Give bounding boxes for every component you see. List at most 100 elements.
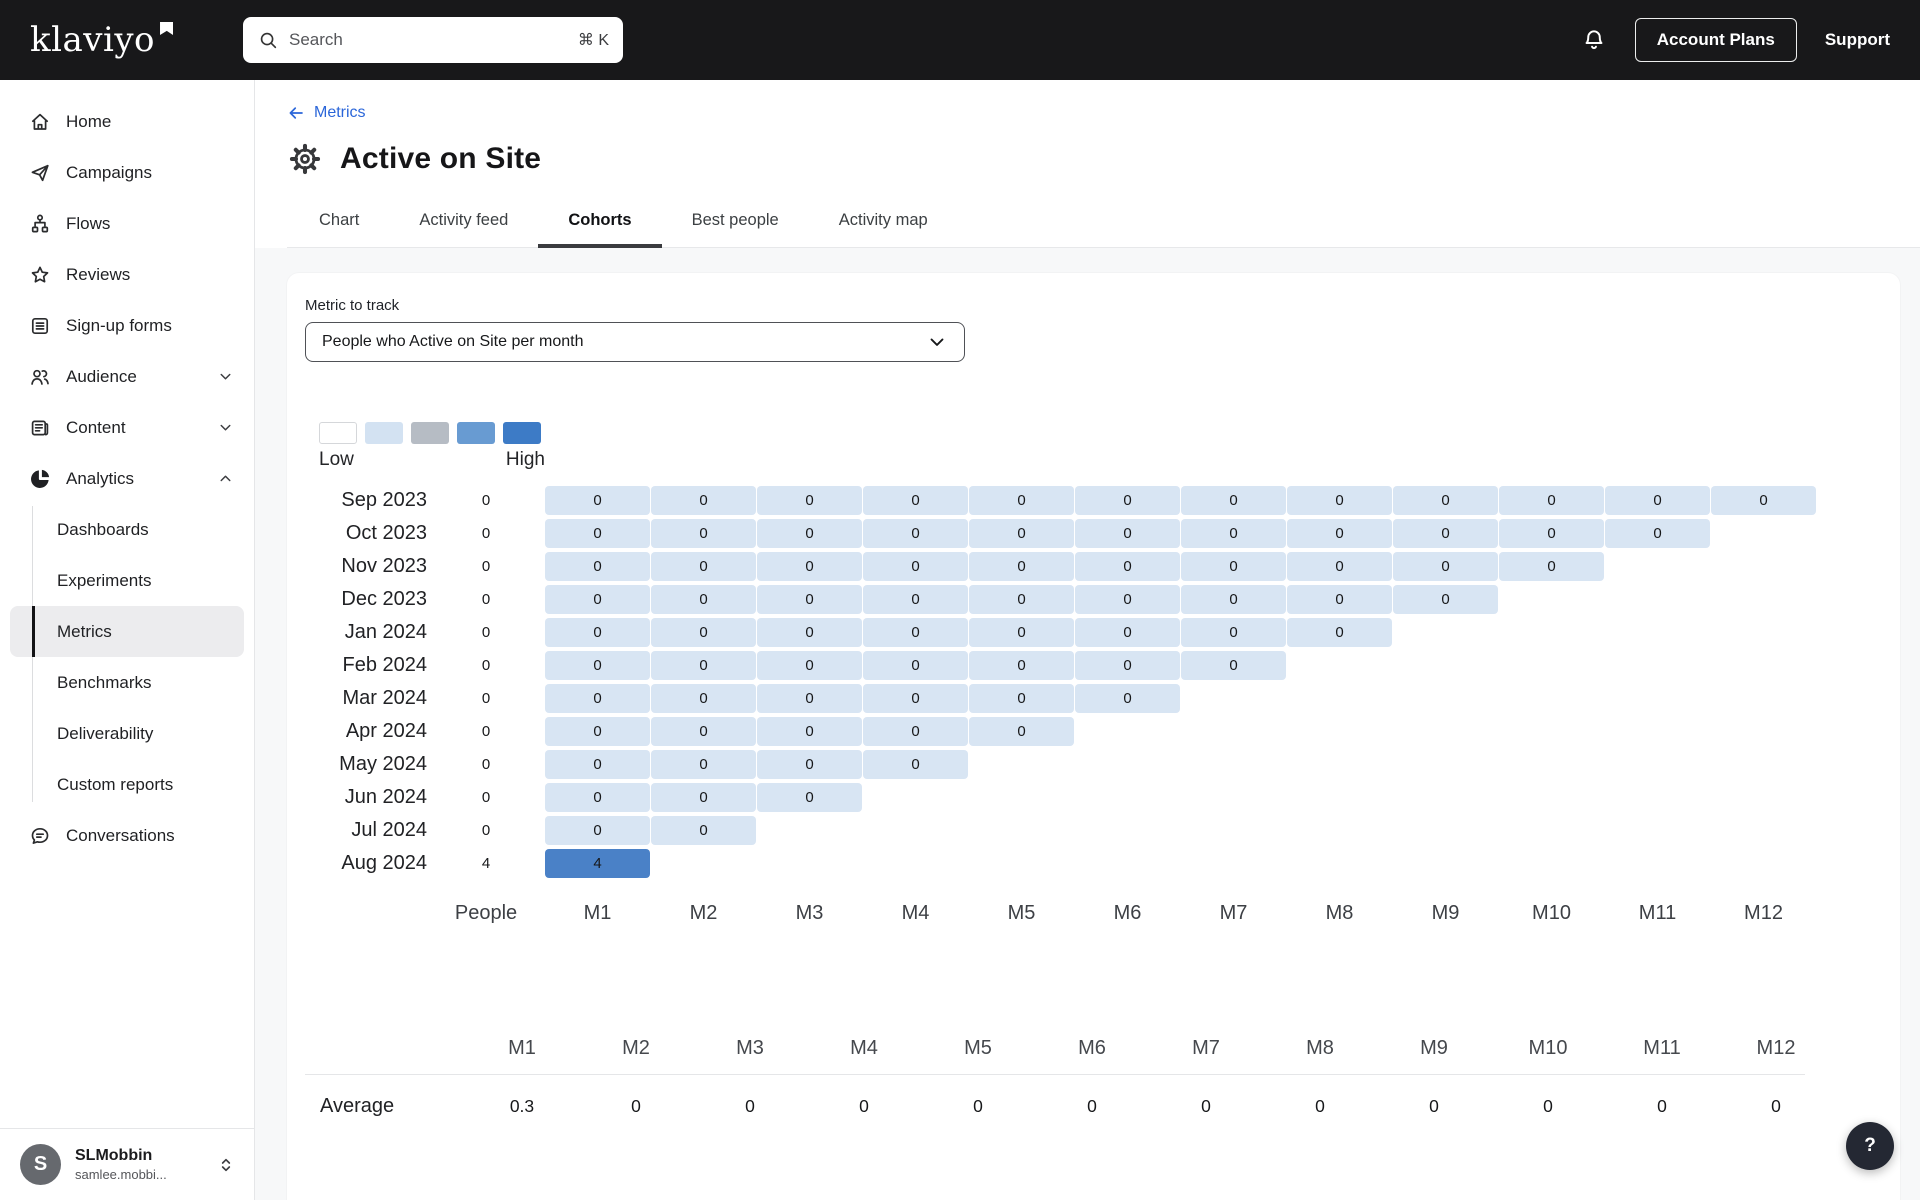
cohort-cell[interactable]: 0: [545, 717, 650, 746]
cohort-cell[interactable]: 0: [969, 717, 1074, 746]
metric-select[interactable]: People who Active on Site per month: [305, 322, 965, 362]
notifications-bell-icon[interactable]: [1581, 27, 1607, 53]
cohort-cell[interactable]: 0: [1181, 519, 1286, 548]
cohort-cell[interactable]: 0: [1393, 519, 1498, 548]
help-button[interactable]: ?: [1846, 1122, 1894, 1170]
support-link[interactable]: Support: [1824, 30, 1890, 49]
cohort-cell[interactable]: 0: [1181, 552, 1286, 581]
cohort-cell[interactable]: 0: [651, 783, 756, 812]
cohort-cell[interactable]: 0: [651, 651, 756, 680]
cohort-cell[interactable]: 0: [545, 552, 650, 581]
cohort-cell[interactable]: 0: [1075, 651, 1180, 680]
cohort-cell[interactable]: 0: [651, 717, 756, 746]
cohort-cell[interactable]: 0: [1499, 519, 1604, 548]
cohort-cell[interactable]: 0: [1075, 585, 1180, 614]
cohort-cell[interactable]: 0: [1181, 486, 1286, 515]
cohort-cell[interactable]: 0: [651, 519, 756, 548]
tab-chart[interactable]: Chart: [319, 211, 360, 229]
tab-activity-map[interactable]: Activity map: [838, 211, 928, 229]
sidebar-item-flows[interactable]: Flows: [0, 198, 254, 249]
sidebar-subitem-dashboards[interactable]: Dashboards: [57, 519, 149, 539]
cohort-cell[interactable]: 0: [1181, 651, 1286, 680]
cohort-cell[interactable]: 0: [757, 750, 862, 779]
cohort-cell[interactable]: 0: [1181, 618, 1286, 647]
cohort-cell[interactable]: 0: [651, 618, 756, 647]
cohort-cell[interactable]: 0: [651, 585, 756, 614]
cohort-cell[interactable]: 0: [1075, 519, 1180, 548]
cohort-cell[interactable]: 0: [863, 618, 968, 647]
cohort-cell[interactable]: 4: [545, 849, 650, 878]
cohort-cell[interactable]: 0: [1287, 519, 1392, 548]
breadcrumb[interactable]: Metrics: [287, 104, 366, 122]
cohort-cell[interactable]: 0: [1075, 684, 1180, 713]
cohort-cell[interactable]: 0: [545, 519, 650, 548]
cohort-cell[interactable]: 0: [757, 684, 862, 713]
account-plans-button[interactable]: Account Plans: [1634, 18, 1797, 62]
cohort-cell[interactable]: 0: [1287, 585, 1392, 614]
cohort-cell[interactable]: 0: [1287, 552, 1392, 581]
sidebar-item-conversations[interactable]: Conversations: [0, 810, 254, 861]
cohort-cell[interactable]: 0: [863, 684, 968, 713]
cohort-cell[interactable]: 0: [863, 717, 968, 746]
cohort-cell[interactable]: 0: [545, 684, 650, 713]
cohort-cell[interactable]: 0: [651, 552, 756, 581]
search-input[interactable]: [289, 30, 568, 50]
cohort-cell[interactable]: 0: [1075, 618, 1180, 647]
cohort-cell[interactable]: 0: [863, 519, 968, 548]
sidebar-subitem-metrics[interactable]: Metrics: [10, 606, 244, 657]
cohort-cell[interactable]: 0: [1499, 552, 1604, 581]
cohort-cell[interactable]: 0: [863, 486, 968, 515]
cohort-cell[interactable]: 0: [1287, 486, 1392, 515]
cohort-cell[interactable]: 0: [651, 750, 756, 779]
cohort-cell[interactable]: 0: [757, 618, 862, 647]
cohort-cell[interactable]: 0: [1287, 618, 1392, 647]
cohort-cell[interactable]: 0: [969, 651, 1074, 680]
cohort-cell[interactable]: 0: [969, 618, 1074, 647]
cohort-cell[interactable]: 0: [757, 585, 862, 614]
cohort-cell[interactable]: 0: [863, 750, 968, 779]
cohort-cell[interactable]: 0: [757, 651, 862, 680]
cohort-cell[interactable]: 0: [1075, 552, 1180, 581]
cohort-cell[interactable]: 0: [863, 651, 968, 680]
tab-best-people[interactable]: Best people: [691, 211, 779, 229]
sidebar-subitem-experiments[interactable]: Experiments: [57, 570, 152, 590]
cohort-cell[interactable]: 0: [969, 585, 1074, 614]
cohort-cell[interactable]: 0: [757, 552, 862, 581]
cohort-cell[interactable]: 0: [1605, 486, 1710, 515]
sidebar-subitem-deliverability[interactable]: Deliverability: [57, 723, 154, 743]
cohort-cell[interactable]: 0: [545, 816, 650, 845]
cohort-cell[interactable]: 0: [863, 552, 968, 581]
cohort-cell[interactable]: 0: [757, 519, 862, 548]
cohort-cell[interactable]: 0: [757, 717, 862, 746]
cohort-cell[interactable]: 0: [1605, 519, 1710, 548]
sidebar-item-reviews[interactable]: Reviews: [0, 249, 254, 300]
sidebar-subitem-benchmarks[interactable]: Benchmarks: [57, 672, 152, 692]
account-switcher[interactable]: S SLMobbin samlee.mobbi...: [0, 1128, 254, 1200]
sidebar-item-campaigns[interactable]: Campaigns: [0, 147, 254, 198]
cohort-cell[interactable]: 0: [545, 486, 650, 515]
cohort-cell[interactable]: 0: [969, 486, 1074, 515]
cohort-cell[interactable]: 0: [651, 684, 756, 713]
klaviyo-logo[interactable]: klaviyo: [30, 20, 174, 60]
cohort-cell[interactable]: 0: [1393, 585, 1498, 614]
cohort-cell[interactable]: 0: [651, 816, 756, 845]
cohort-cell[interactable]: 0: [969, 684, 1074, 713]
sidebar-item-content[interactable]: Content: [0, 402, 254, 453]
cohort-cell[interactable]: 0: [651, 486, 756, 515]
search-box[interactable]: ⌘ K: [243, 17, 624, 63]
sidebar-item-sign-up-forms[interactable]: Sign-up forms: [0, 300, 254, 351]
sidebar-item-analytics[interactable]: Analytics: [0, 453, 254, 504]
cohort-cell[interactable]: 0: [757, 783, 862, 812]
cohort-cell[interactable]: 0: [1393, 552, 1498, 581]
cohort-cell[interactable]: 0: [757, 486, 862, 515]
cohort-cell[interactable]: 0: [863, 585, 968, 614]
cohort-cell[interactable]: 0: [545, 750, 650, 779]
cohort-cell[interactable]: 0: [545, 783, 650, 812]
tab-cohorts[interactable]: Cohorts: [538, 199, 662, 248]
cohort-cell[interactable]: 0: [969, 519, 1074, 548]
cohort-cell[interactable]: 0: [545, 651, 650, 680]
cohort-cell[interactable]: 0: [545, 618, 650, 647]
cohort-cell[interactable]: 0: [545, 585, 650, 614]
cohort-cell[interactable]: 0: [969, 552, 1074, 581]
cohort-cell[interactable]: 0: [1075, 486, 1180, 515]
